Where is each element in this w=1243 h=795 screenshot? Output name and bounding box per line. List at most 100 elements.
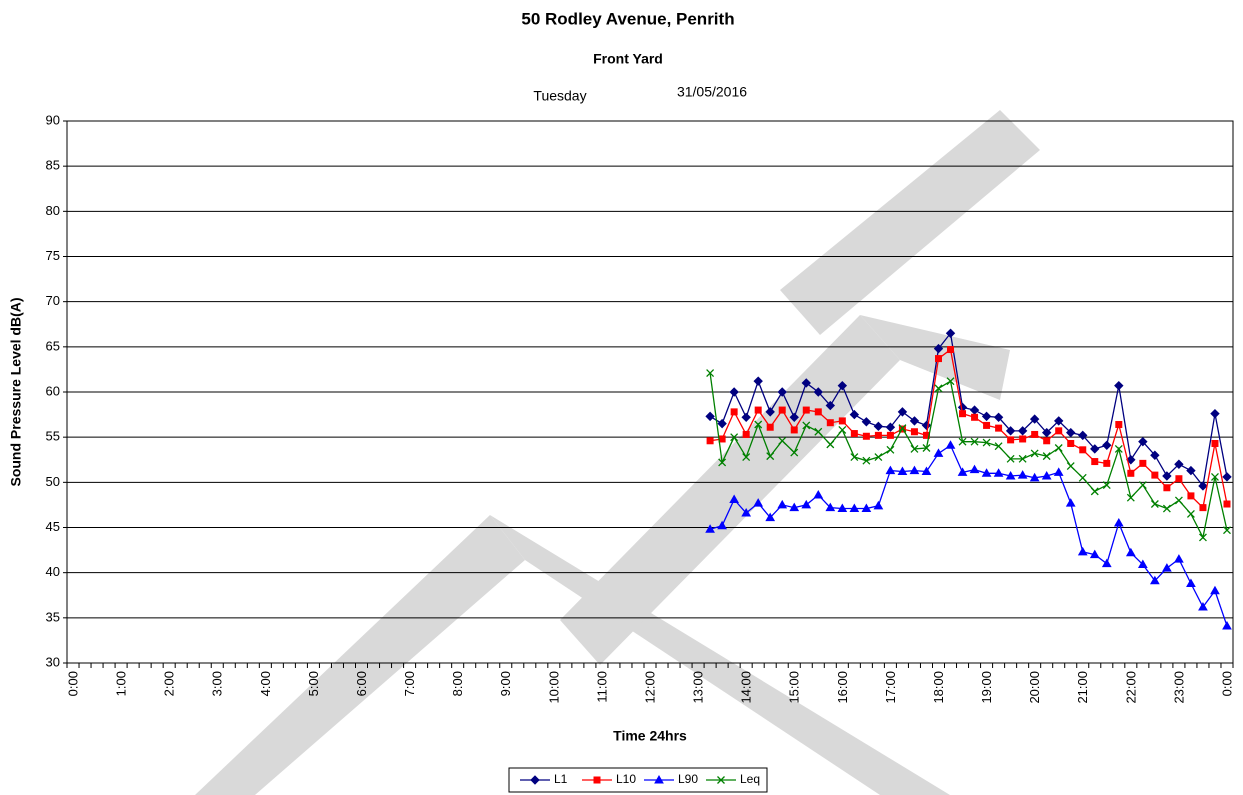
x-tick-label: 23:00 xyxy=(1171,671,1186,704)
data-point xyxy=(995,424,1003,432)
data-point xyxy=(778,436,787,445)
data-point xyxy=(874,431,882,439)
x-tick-label: 2:00 xyxy=(162,671,177,696)
x-tick-label: 19:00 xyxy=(979,671,994,704)
data-point xyxy=(825,502,836,512)
data-point xyxy=(789,502,800,512)
data-point xyxy=(1186,509,1195,518)
data-point xyxy=(897,407,908,417)
day-label: Tuesday xyxy=(533,88,586,104)
data-point xyxy=(909,416,920,426)
data-point xyxy=(706,369,715,377)
data-point xyxy=(1029,414,1040,424)
data-point xyxy=(981,411,992,422)
data-point xyxy=(1174,459,1184,469)
data-point xyxy=(1163,484,1171,492)
data-point xyxy=(933,448,944,457)
data-point xyxy=(717,520,727,530)
x-tick-label: 0:00 xyxy=(65,671,80,696)
watermark-stroke xyxy=(560,315,900,665)
x-tick-label: 8:00 xyxy=(450,671,465,696)
data-point xyxy=(742,453,751,461)
data-point xyxy=(1007,436,1015,444)
data-point xyxy=(1043,437,1051,445)
data-point xyxy=(741,412,751,423)
data-point xyxy=(826,440,835,449)
data-point xyxy=(1078,430,1088,441)
x-tick-label: 3:00 xyxy=(210,671,225,696)
data-point xyxy=(718,435,726,443)
data-point xyxy=(1031,430,1039,438)
data-point xyxy=(982,438,991,447)
data-point xyxy=(957,467,968,476)
data-point xyxy=(1006,454,1015,463)
data-point xyxy=(754,420,763,429)
x-tick-label: 16:00 xyxy=(835,671,850,704)
date-label: 31/05/2016 xyxy=(677,84,747,100)
data-point xyxy=(1090,444,1100,454)
data-point xyxy=(730,408,738,416)
x-tick-label: 20:00 xyxy=(1027,671,1042,704)
data-point xyxy=(1078,473,1087,482)
data-point xyxy=(1210,408,1220,419)
data-point xyxy=(958,437,967,446)
x-tick-label: 5:00 xyxy=(306,671,321,696)
data-point xyxy=(993,412,1004,423)
legend-marker xyxy=(654,774,664,784)
x-tick-label: 22:00 xyxy=(1123,671,1138,704)
data-point xyxy=(777,387,787,397)
watermark xyxy=(195,110,1040,795)
data-point xyxy=(705,524,715,533)
data-point xyxy=(790,448,799,457)
data-point xyxy=(1114,380,1124,391)
data-point xyxy=(850,430,858,438)
data-point xyxy=(1005,471,1016,480)
y-axis-title: Sound Pressure Level dB(A) xyxy=(8,297,24,486)
plot-frame xyxy=(66,120,1234,664)
data-point xyxy=(1127,469,1135,477)
data-point xyxy=(802,421,811,430)
data-point xyxy=(1066,462,1075,471)
data-point xyxy=(1211,439,1219,447)
data-point xyxy=(921,420,932,431)
data-point xyxy=(1162,563,1172,572)
legend-marker xyxy=(530,775,540,785)
data-point xyxy=(945,440,956,449)
data-point xyxy=(1137,559,1148,569)
data-point xyxy=(1223,526,1231,535)
x-tick-label: 17:00 xyxy=(883,671,898,704)
data-point xyxy=(1114,444,1123,453)
x-tick-label: 18:00 xyxy=(931,671,946,704)
data-point xyxy=(1125,547,1136,557)
legend-label: L1 xyxy=(554,772,568,786)
data-point xyxy=(753,498,764,507)
data-point xyxy=(1091,458,1099,466)
y-tick-label: 55 xyxy=(46,429,60,444)
data-point xyxy=(970,437,979,446)
data-point xyxy=(814,408,822,416)
y-tick-label: 75 xyxy=(46,248,60,263)
data-point xyxy=(1115,421,1123,429)
data-point xyxy=(753,376,763,386)
data-point xyxy=(1126,493,1135,502)
x-tick-label: 14:00 xyxy=(739,671,754,704)
data-point xyxy=(1055,427,1063,435)
x-axis-title: Time 24hrs xyxy=(613,728,687,744)
data-point xyxy=(873,500,884,510)
data-point xyxy=(886,445,895,454)
data-point xyxy=(885,465,896,475)
data-point xyxy=(1187,492,1195,500)
data-point xyxy=(885,422,896,432)
y-tick-label: 35 xyxy=(46,609,60,624)
y-tick-label: 40 xyxy=(46,564,60,579)
data-point xyxy=(1162,504,1171,513)
data-point xyxy=(946,377,955,386)
data-point xyxy=(1077,546,1088,556)
data-point xyxy=(1223,500,1231,508)
data-point xyxy=(706,437,714,445)
data-point xyxy=(933,343,944,354)
data-point xyxy=(742,430,750,438)
data-point xyxy=(1017,470,1028,479)
series-line xyxy=(709,331,1228,488)
